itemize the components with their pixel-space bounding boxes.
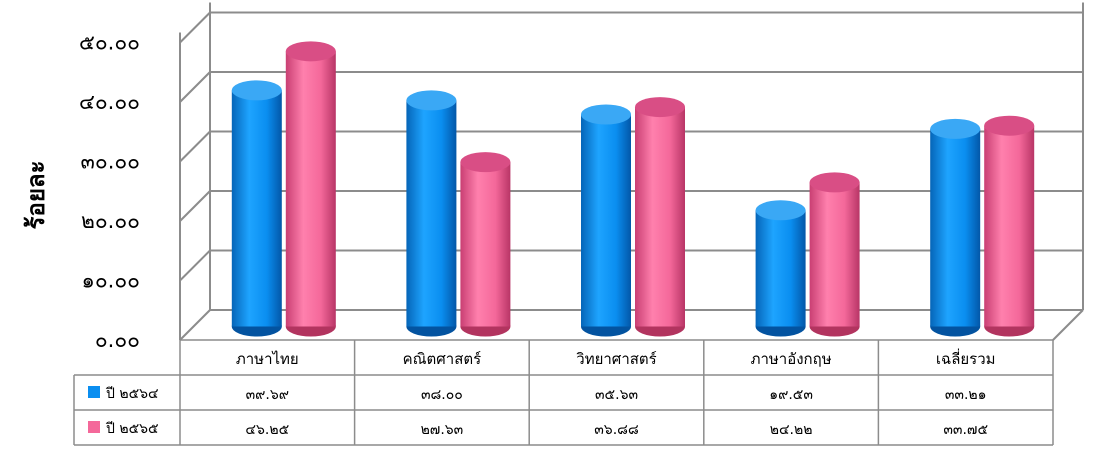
bar-series1 <box>930 118 981 337</box>
data-label: ๓๘.๐๐ <box>421 387 463 403</box>
gridline-side <box>179 249 211 282</box>
bar-series2 <box>635 97 685 337</box>
bar-top <box>460 152 511 173</box>
bar-body <box>406 100 457 327</box>
bar-series2 <box>285 41 336 337</box>
data-label: ๒๗.๖๓ <box>421 422 464 438</box>
y-tick-label: ๒๐.๐๐ <box>81 209 140 233</box>
bar-body <box>755 210 806 327</box>
bar-top <box>581 104 631 125</box>
bar-top <box>231 80 282 101</box>
data-label: ๓๙.๖๙ <box>246 387 289 403</box>
legend-swatch <box>88 421 100 433</box>
series-name: ปี ๒๕๖๕ <box>106 421 159 437</box>
legend-swatch <box>88 386 100 398</box>
bar-series2 <box>984 115 1035 337</box>
gridline-side <box>179 190 211 222</box>
data-label: ๓๕.๖๓ <box>595 387 638 403</box>
bar-body <box>984 125 1035 327</box>
bar-series1 <box>231 80 282 337</box>
y-axis: ๐.๐๐ ๑๐.๐๐ ๒๐.๐๐ ๓๐.๐๐ ๔๐.๐๐ ๕๐.๐๐ <box>79 31 140 353</box>
data-table: ภาษาไทย คณิตศาสตร์ วิทยาศาสตร์ ภาษาอังกฤษ เฉ… <box>73 339 1054 446</box>
bar-top <box>285 41 336 62</box>
x-tick-label: เฉลี่ยรวม <box>936 348 996 368</box>
data-label: ๔๖.๒๕ <box>245 422 289 438</box>
y-tick-label: ๐.๐๐ <box>95 328 140 352</box>
gridline-side <box>179 11 211 44</box>
data-label: ๓๖.๘๘ <box>594 422 639 438</box>
bars <box>231 41 1035 337</box>
bar-body <box>285 51 336 327</box>
y-tick-label: ๕๐.๐๐ <box>79 31 140 55</box>
bar-series1 <box>755 200 806 337</box>
bar-body <box>809 182 860 327</box>
bar-body <box>635 107 685 327</box>
gridline-side <box>179 71 211 103</box>
bar-series2 <box>460 152 511 337</box>
bar-series1 <box>581 104 631 337</box>
gridline-side <box>179 309 211 341</box>
data-label: ๑๙.๕๓ <box>769 387 813 403</box>
bar-top <box>984 115 1035 136</box>
data-label: ๓๓.๒๑ <box>945 387 987 403</box>
data-label: ๓๓.๗๕ <box>943 422 988 438</box>
bar-body <box>930 128 981 327</box>
bar-top <box>635 97 685 118</box>
y-axis-title: ร้อยละ <box>22 161 50 230</box>
y-tick-label: ๑๐.๐๐ <box>82 269 140 293</box>
y-tick-label: ๓๐.๐๐ <box>81 150 140 174</box>
series-name: ปี ๒๕๖๔ <box>106 386 159 402</box>
bar-body <box>460 162 511 327</box>
bar-top <box>406 90 457 111</box>
bar-top <box>755 200 806 221</box>
x-tick-label: คณิตศาสตร์ <box>403 350 482 368</box>
bar-top <box>930 118 981 139</box>
x-tick-label: ภาษาอังกฤษ <box>751 350 832 368</box>
x-tick-label: วิทยาศาสตร์ <box>576 350 657 368</box>
bar-body <box>581 114 631 327</box>
bar-top <box>809 172 860 193</box>
gridline-side <box>179 130 211 163</box>
y-tick-label: ๔๐.๐๐ <box>79 90 140 114</box>
floor-right-edge <box>1052 309 1084 341</box>
bar-series2 <box>809 172 860 337</box>
data-label: ๒๔.๒๒ <box>770 422 813 438</box>
x-tick-label: ภาษาไทย <box>236 350 299 368</box>
bar-body <box>231 90 282 327</box>
bar-series1 <box>406 90 457 337</box>
